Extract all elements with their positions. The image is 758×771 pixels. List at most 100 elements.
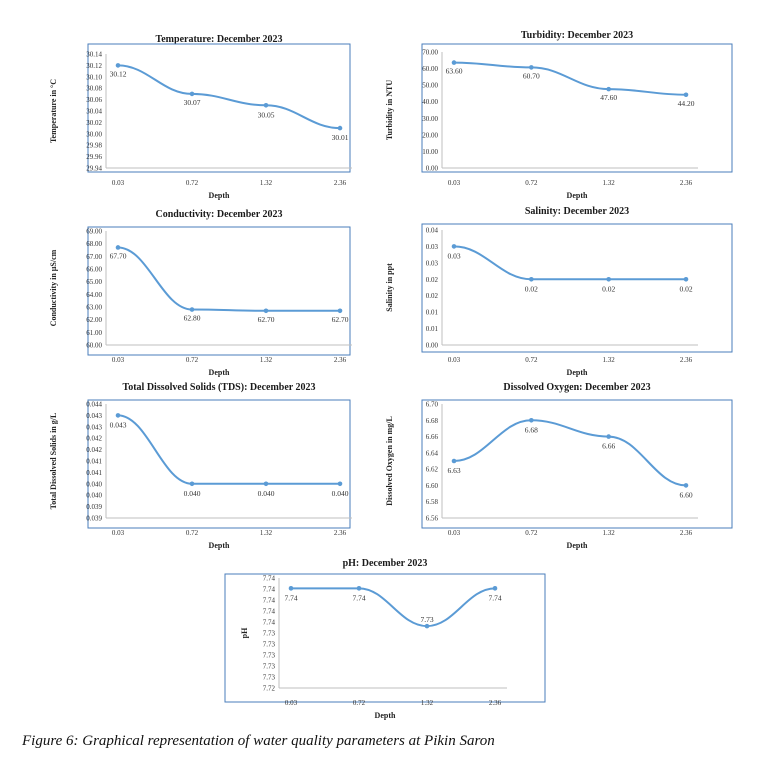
y-tick-label: 0.01 — [426, 325, 439, 333]
x-tick-label: 2.36 — [680, 356, 693, 364]
data-point — [337, 481, 343, 487]
chart-title: Conductivity: December 2023 — [155, 209, 282, 220]
y-tick-label: 0.041 — [86, 469, 102, 477]
data-point — [263, 308, 269, 314]
y-tick-label: 0.043 — [86, 423, 102, 431]
data-point — [606, 276, 611, 282]
y-tick-label: 0.044 — [86, 401, 102, 409]
y-axis-label: Total Dissolved Solids in g/L — [49, 413, 58, 510]
y-tick-label: 30.14 — [86, 51, 102, 59]
data-point — [263, 481, 269, 487]
y-tick-label: 7.74 — [263, 586, 276, 594]
x-axis-label: Depth — [375, 711, 396, 720]
y-tick-label: 6.68 — [426, 417, 439, 425]
y-tick-label: 6.66 — [426, 433, 439, 441]
x-tick-label: 1.32 — [260, 179, 273, 187]
y-tick-label: 62.00 — [86, 316, 102, 324]
y-tick-label: 68.00 — [86, 240, 102, 248]
chart-ph: pH: December 2023 7.72 7.73 7.73 7.73 7.73 7.7… — [215, 554, 560, 720]
x-tick-label: 0.03 — [112, 529, 125, 537]
y-tick-label: 6.64 — [426, 449, 439, 457]
data-label: 0.02 — [602, 284, 615, 293]
y-axis-label: Turbidity in NTU — [385, 80, 394, 140]
y-tick-label: 0.041 — [86, 458, 102, 466]
chart-turbidity: Turbidity: December 2023 0.00 10.00 20.00 30… — [378, 26, 738, 200]
y-tick-label: 0.042 — [86, 435, 102, 443]
series-line — [453, 245, 686, 281]
series-line — [291, 587, 496, 628]
y-tick-label: 0.00 — [426, 342, 439, 350]
x-tick-label: 0.03 — [285, 699, 298, 707]
x-tick-label: 0.03 — [448, 529, 461, 537]
x-tick-label: 2.36 — [680, 179, 693, 187]
data-point — [356, 586, 362, 591]
x-tick-label: 1.32 — [260, 529, 273, 537]
y-tick-label: 7.73 — [263, 674, 276, 682]
data-label: 7.74 — [488, 593, 501, 602]
data-point — [115, 245, 121, 250]
x-tick-label: 1.32 — [603, 529, 616, 537]
y-axis-label: Dissolved Oxygen in mg/L — [385, 416, 394, 506]
chart-frame — [87, 43, 351, 173]
data-label: 62.80 — [184, 314, 201, 323]
y-tick-label: 30.00 — [86, 130, 102, 138]
y-axis-label: Temperature in °C — [49, 79, 58, 143]
y-axis-label: pH — [240, 627, 249, 638]
x-tick-label: 2.36 — [334, 179, 347, 187]
y-axis-label: Conductivity in µS/cm — [49, 249, 58, 326]
chart-turbidity-svg: Turbidity: December 2023 0.00 10.00 20.00 30… — [385, 30, 733, 200]
data-point — [424, 623, 430, 629]
data-label: 0.02 — [679, 284, 692, 293]
x-axis-label: Depth — [209, 368, 230, 377]
y-tick-label: 7.73 — [263, 641, 276, 649]
x-tick-label: 0.72 — [525, 356, 538, 364]
y-tick-label: 60.00 — [86, 342, 102, 350]
data-point — [337, 125, 343, 131]
data-label: 47.60 — [600, 93, 617, 102]
data-label: 30.01 — [332, 133, 349, 142]
series-line — [453, 61, 687, 96]
data-label: 62.70 — [332, 315, 349, 324]
data-point — [451, 244, 457, 249]
series-line — [117, 246, 340, 312]
data-point — [115, 413, 121, 418]
y-tick-label: 60.00 — [422, 65, 438, 73]
data-label: 0.03 — [447, 251, 460, 260]
y-tick-label: 30.12 — [86, 62, 102, 70]
x-axis-label: Depth — [567, 191, 588, 200]
y-tick-label: 10.00 — [422, 148, 438, 156]
y-tick-label: 7.74 — [263, 597, 276, 605]
chart-frame — [421, 43, 733, 173]
y-tick-label: 6.70 — [426, 401, 439, 409]
chart-frame — [224, 573, 546, 703]
x-tick-label: 0.72 — [186, 179, 199, 187]
y-tick-label: 0.042 — [86, 446, 102, 454]
chart-frame — [421, 399, 733, 529]
x-tick-label: 1.32 — [603, 179, 616, 187]
x-tick-label: 2.36 — [489, 699, 502, 707]
chart-frame — [87, 226, 351, 356]
data-point — [529, 417, 534, 423]
x-tick-label: 2.36 — [334, 356, 347, 364]
chart-tds-svg: Total Dissolved Solids (TDS): December 2… — [49, 382, 352, 550]
x-tick-label: 1.32 — [260, 356, 273, 364]
y-tick-label: 0.043 — [86, 412, 102, 420]
chart-title: Total Dissolved Solids (TDS): December 2… — [122, 382, 315, 393]
data-label: 30.07 — [184, 98, 201, 107]
data-point — [189, 91, 195, 97]
data-label: 7.73 — [420, 615, 433, 624]
chart-frame — [421, 223, 733, 353]
x-tick-label: 0.03 — [448, 179, 461, 187]
data-point — [337, 308, 343, 314]
y-tick-label: 7.73 — [263, 663, 276, 671]
y-tick-label: 67.00 — [86, 253, 102, 261]
y-tick-label: 66.00 — [86, 266, 102, 274]
data-label: 6.68 — [525, 425, 538, 434]
y-tick-label: 0.040 — [86, 480, 102, 488]
y-tick-label: 6.60 — [426, 482, 439, 490]
data-point — [451, 458, 457, 464]
data-point — [189, 307, 195, 312]
data-point — [115, 63, 121, 68]
figure-caption: Figure 6: Graphical representation of wa… — [22, 733, 495, 749]
y-tick-label: 6.62 — [426, 466, 439, 474]
